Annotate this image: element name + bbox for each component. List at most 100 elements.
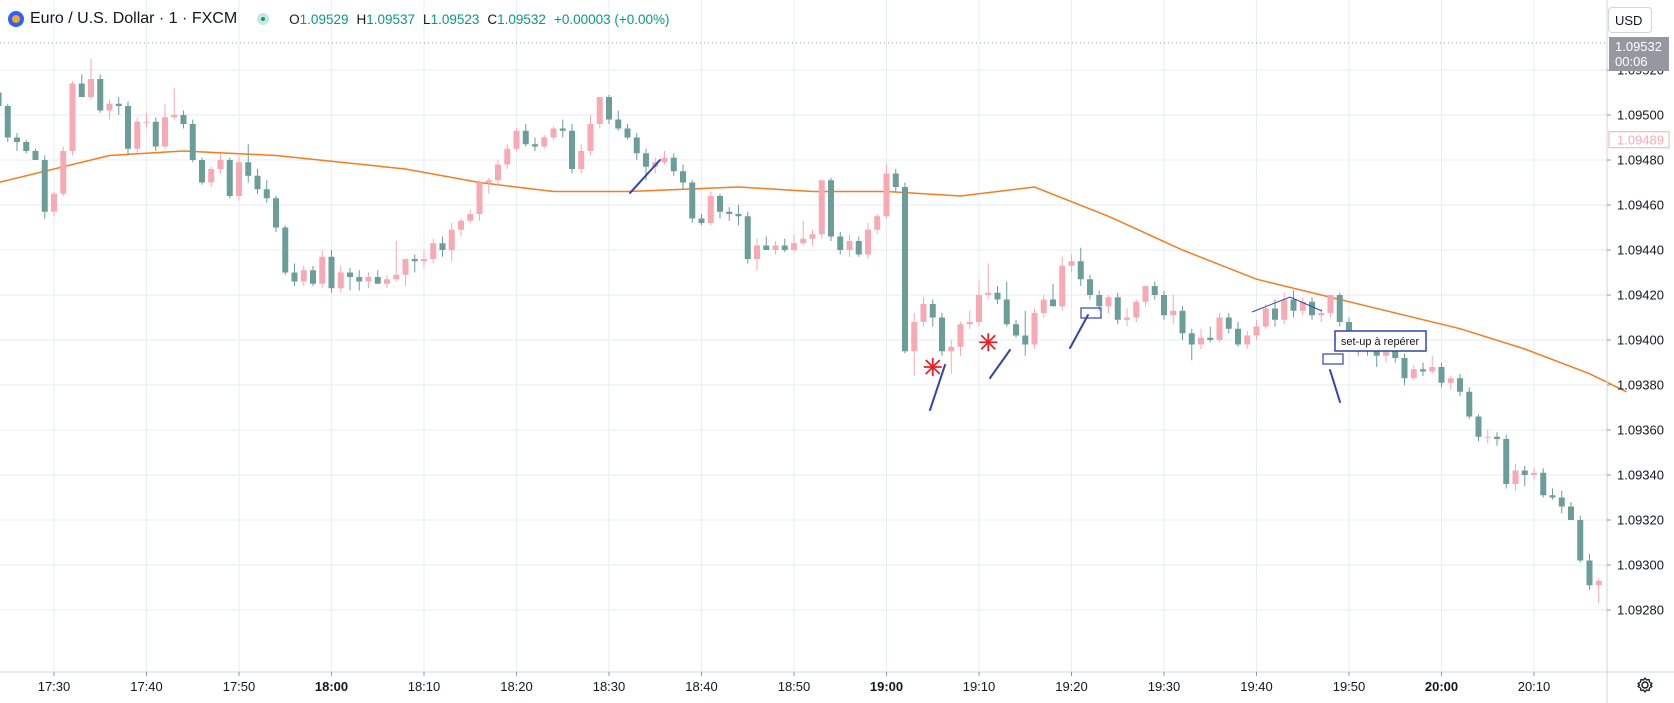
candle bbox=[698, 214, 705, 226]
candle-body bbox=[1096, 295, 1103, 307]
candle-body bbox=[1059, 265, 1066, 307]
candle-body bbox=[1299, 301, 1306, 311]
candle bbox=[208, 166, 215, 187]
candle bbox=[1401, 353, 1408, 385]
trend-stroke[interactable] bbox=[989, 349, 1011, 379]
currency-pair-icon bbox=[8, 11, 24, 27]
candle-body bbox=[88, 79, 94, 97]
candle bbox=[1549, 488, 1556, 500]
candle bbox=[920, 297, 927, 327]
candle-body bbox=[1549, 495, 1556, 498]
candle-body bbox=[439, 243, 446, 250]
highlight-box[interactable] bbox=[1080, 307, 1102, 319]
candle-body bbox=[633, 137, 640, 154]
candle bbox=[791, 234, 797, 253]
candle bbox=[162, 103, 168, 149]
candle-body bbox=[615, 119, 622, 129]
x-tick-label: 18:30 bbox=[593, 679, 626, 694]
candle-body bbox=[1179, 310, 1186, 334]
trend-stroke[interactable] bbox=[929, 364, 946, 411]
candle bbox=[1503, 434, 1510, 489]
trend-stroke[interactable] bbox=[1329, 369, 1341, 403]
candle-body bbox=[1558, 497, 1565, 507]
candle-body bbox=[337, 272, 344, 289]
candle bbox=[374, 270, 381, 284]
candle bbox=[189, 119, 196, 163]
candle-body bbox=[929, 304, 936, 318]
candle-body bbox=[1105, 297, 1112, 307]
x-tick-label: 20:10 bbox=[1518, 679, 1551, 694]
candle bbox=[1133, 299, 1140, 322]
candle bbox=[263, 180, 270, 203]
candle-body bbox=[1373, 351, 1380, 356]
candle bbox=[772, 241, 779, 255]
cross-mark[interactable] bbox=[923, 358, 942, 376]
candle bbox=[273, 196, 279, 232]
setup-label[interactable]: set-up à repérer bbox=[1334, 330, 1427, 352]
candle bbox=[569, 124, 575, 174]
drawings[interactable]: set-up à repérer bbox=[629, 159, 1427, 411]
candle-body bbox=[1595, 580, 1602, 586]
x-tick-label: 17:40 bbox=[130, 679, 163, 694]
candle-body bbox=[1383, 349, 1389, 356]
candle-body bbox=[51, 193, 57, 212]
roof-drawing[interactable] bbox=[1251, 296, 1323, 313]
candle-body bbox=[106, 103, 113, 111]
candle bbox=[356, 270, 363, 291]
close-value: 1.09532 bbox=[497, 11, 546, 27]
candle bbox=[883, 164, 890, 219]
last-price-badge-bg bbox=[1609, 37, 1669, 71]
trend-stroke[interactable] bbox=[629, 159, 661, 194]
candle-body bbox=[1022, 335, 1029, 345]
candle-body bbox=[1475, 416, 1482, 437]
candle bbox=[1484, 430, 1491, 444]
candle bbox=[60, 146, 67, 196]
candle bbox=[254, 169, 261, 194]
x-tick-label: 17:50 bbox=[223, 679, 256, 694]
candle bbox=[680, 164, 686, 190]
candle bbox=[1198, 328, 1204, 349]
candle bbox=[1290, 290, 1297, 318]
currency-button[interactable]: USD bbox=[1608, 7, 1652, 33]
candle-body bbox=[217, 160, 224, 169]
candle bbox=[1087, 274, 1093, 300]
candle-body bbox=[513, 130, 520, 149]
candle bbox=[32, 148, 39, 160]
x-tick-label: 18:50 bbox=[778, 679, 811, 694]
candle bbox=[633, 133, 640, 160]
trend-stroke[interactable] bbox=[1069, 314, 1089, 349]
candle-body bbox=[976, 295, 982, 322]
candle bbox=[837, 232, 844, 255]
candle-body bbox=[41, 160, 48, 212]
candle-body bbox=[273, 198, 279, 228]
candle bbox=[1577, 515, 1584, 563]
symbol-title[interactable]: Euro / U.S. Dollar · 1 · FXCM bbox=[30, 10, 238, 27]
cross-mark[interactable] bbox=[979, 333, 998, 352]
highlight-box[interactable] bbox=[1322, 353, 1344, 365]
candle-body bbox=[1207, 337, 1214, 340]
candle bbox=[411, 254, 418, 273]
open-value: 1.09529 bbox=[299, 11, 349, 27]
candle bbox=[781, 238, 788, 253]
candle-body bbox=[680, 171, 686, 183]
candle-body bbox=[1327, 295, 1334, 313]
candle-body bbox=[763, 245, 770, 250]
candle bbox=[1142, 286, 1149, 307]
candle-body bbox=[78, 83, 85, 97]
candle bbox=[1531, 468, 1537, 480]
candle-body bbox=[245, 162, 252, 176]
candle bbox=[393, 241, 400, 282]
candle-body bbox=[458, 220, 464, 230]
gear-icon[interactable] bbox=[1636, 676, 1654, 694]
candle bbox=[1161, 290, 1167, 320]
candle bbox=[217, 153, 224, 174]
candle bbox=[51, 191, 57, 217]
candle bbox=[1586, 553, 1593, 590]
candle bbox=[180, 110, 187, 129]
candle-body bbox=[430, 243, 437, 259]
candle-body bbox=[661, 157, 668, 163]
candle bbox=[476, 180, 483, 221]
candle bbox=[467, 209, 474, 223]
candle-body bbox=[0, 92, 2, 106]
